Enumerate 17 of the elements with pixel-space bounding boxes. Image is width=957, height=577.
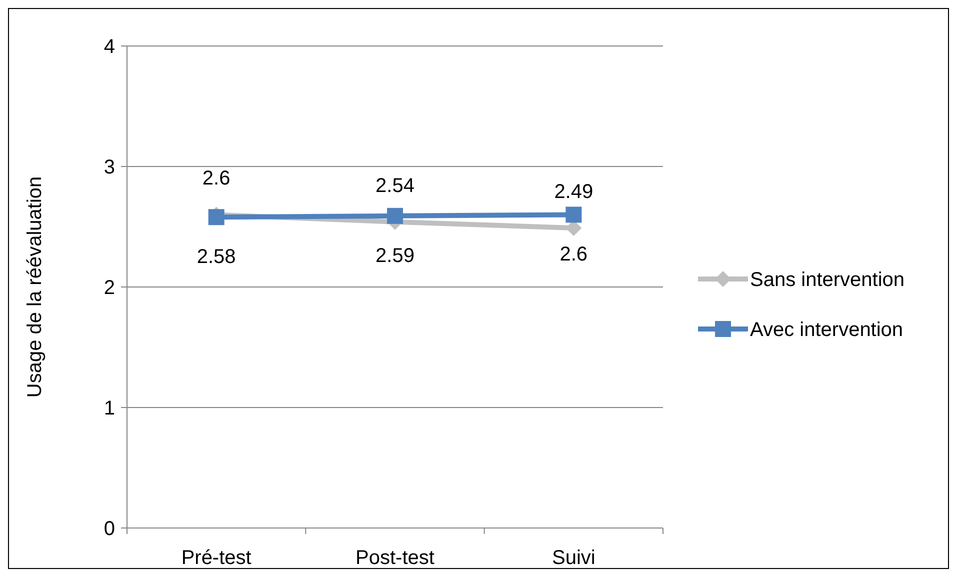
x-tick-label: Suivi xyxy=(552,547,596,569)
data-label: 2.6 xyxy=(202,168,230,190)
data-label: 2.6 xyxy=(560,244,588,266)
x-tick-label: Post-test xyxy=(356,547,435,569)
data-label: 2.49 xyxy=(554,180,594,203)
y-tick-label: 1 xyxy=(104,398,115,420)
y-tick-label: 3 xyxy=(104,156,115,178)
data-label: 2.59 xyxy=(376,244,414,267)
y-tick-label: 0 xyxy=(104,518,115,540)
y-axis-title: Usage de la réévaluation xyxy=(24,176,46,398)
legend-label: Sans intervention xyxy=(750,269,905,291)
data-label: 2.58 xyxy=(196,246,236,268)
y-tick-label: 2 xyxy=(104,277,115,299)
x-tick-label: Pré-test xyxy=(181,547,252,569)
legend-label: Avec intervention xyxy=(750,319,904,341)
y-tick-label: 4 xyxy=(104,36,115,58)
data-label: 2.54 xyxy=(376,174,414,197)
